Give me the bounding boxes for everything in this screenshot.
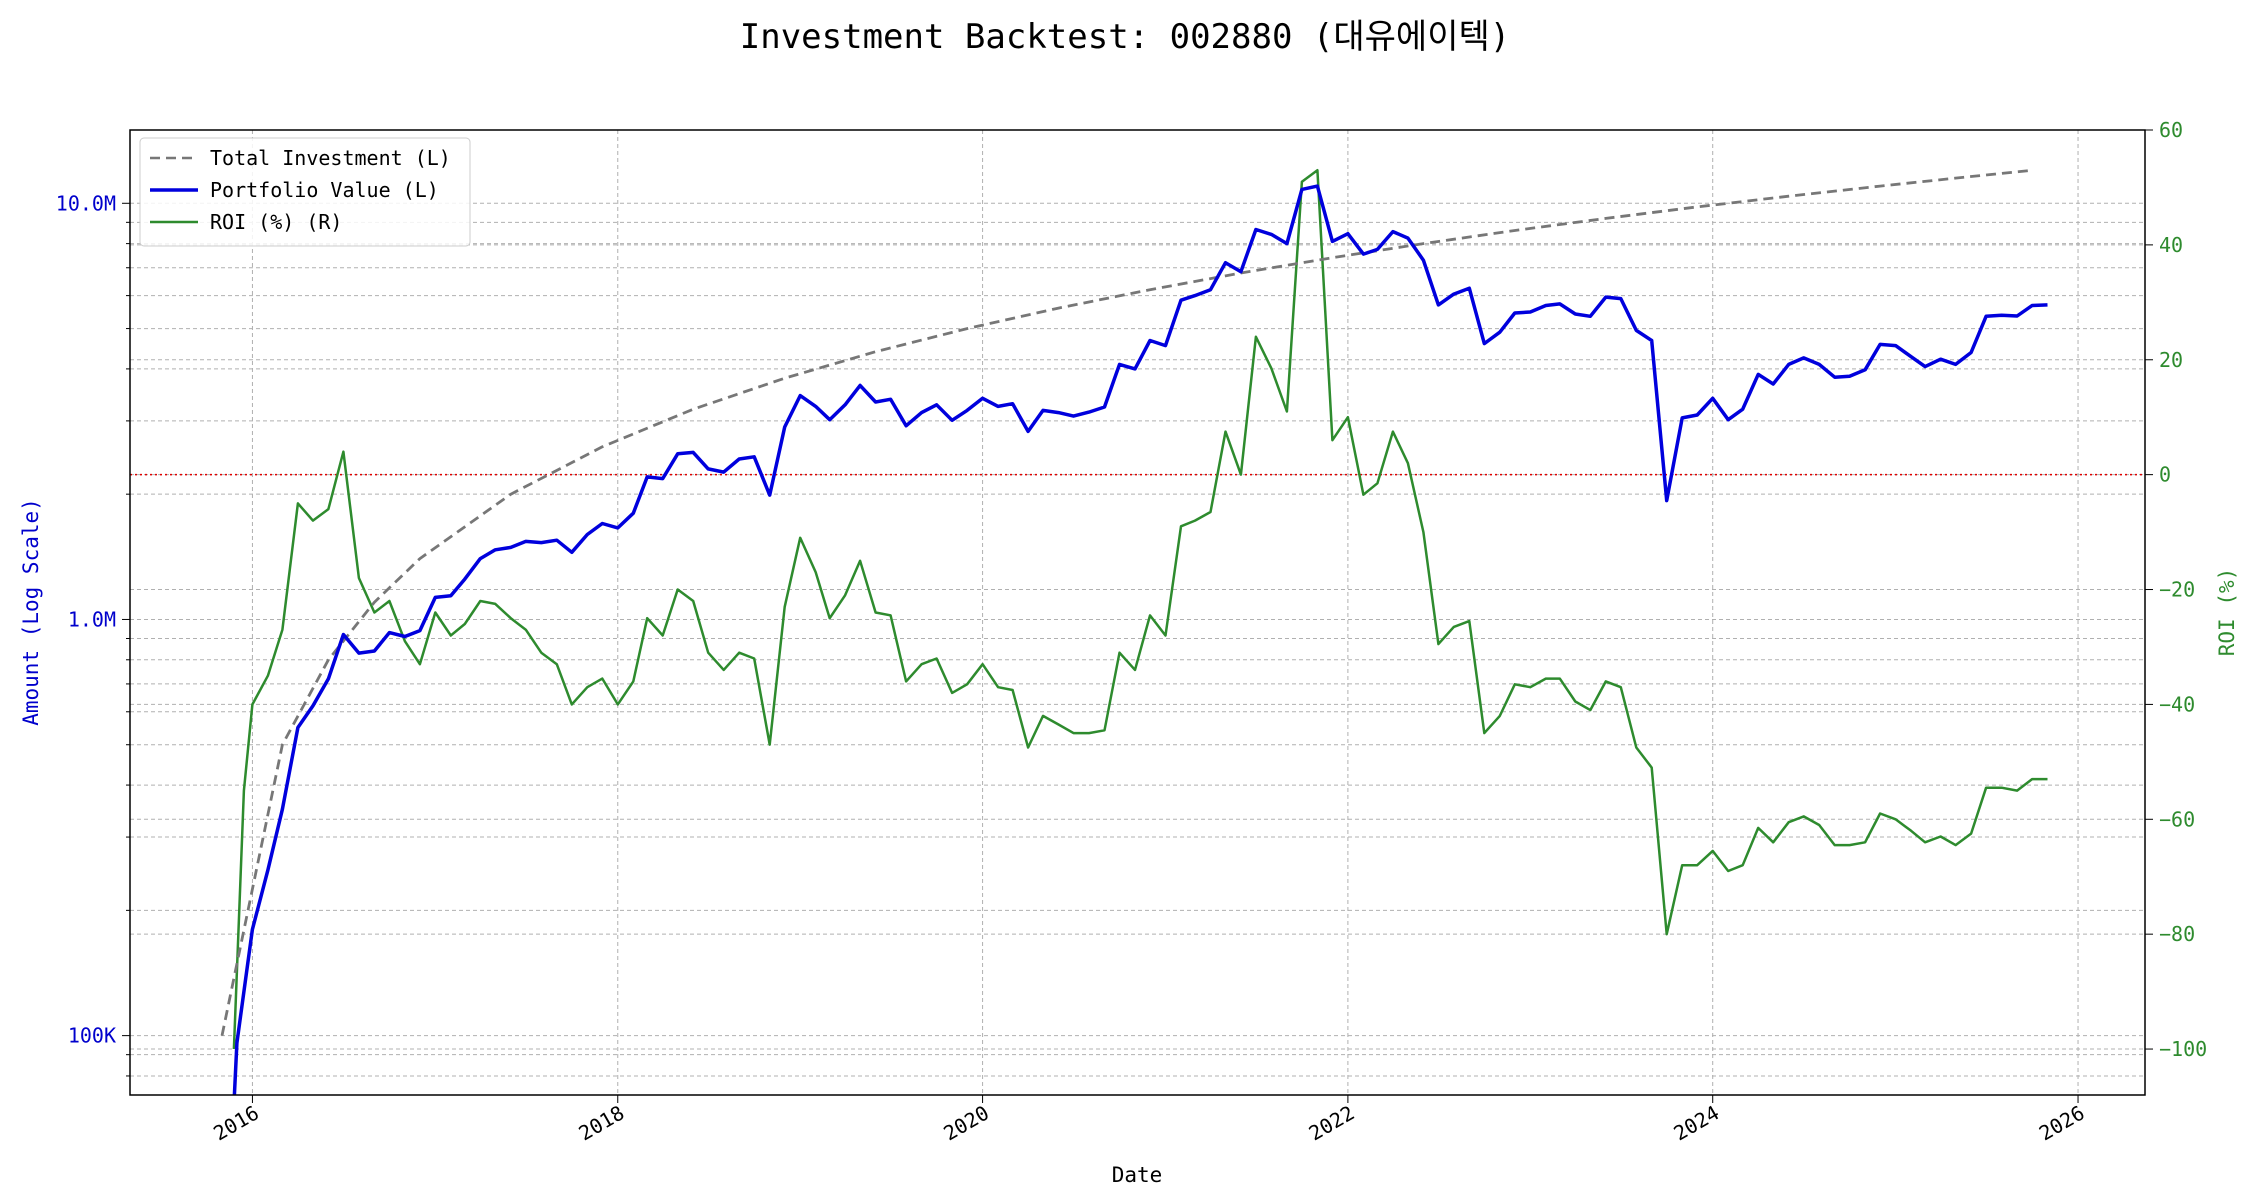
- legend-entry-label: ROI (%) (R): [210, 210, 342, 234]
- y-left-tick-label: 100K: [68, 1024, 116, 1048]
- y-right-tick-label: 0: [2159, 463, 2171, 487]
- y-right-tick-label: 20: [2159, 348, 2183, 372]
- series-line-0: [220, 168, 2033, 1036]
- y-right-tick-label: −20: [2159, 578, 2195, 602]
- y-left-tick-label: 1.0M: [68, 607, 116, 631]
- y-right-tick-label: 60: [2159, 118, 2183, 142]
- legend-entry-label: Total Investment (L): [210, 146, 451, 170]
- legend: Total Investment (L) Portfolio Value (L) R…: [139, 137, 471, 247]
- y-right-tick-label: −40: [2159, 692, 2195, 716]
- y-left-tick-label: 10.0M: [56, 191, 116, 215]
- plot-area: [130, 168, 2145, 1095]
- y-right-tick-label: −100: [2159, 1037, 2207, 1061]
- plot-frame: [129, 129, 2146, 1096]
- y-axis-right-label: ROI (%): [2215, 568, 2239, 657]
- x-axis-label: Date: [1112, 1163, 1163, 1187]
- chart-title: Investment Backtest: 002880 (대유에이텍): [740, 17, 1511, 57]
- y-right-tick-label: −60: [2159, 807, 2195, 831]
- legend-box: [139, 137, 471, 247]
- legend-entry-label: Portfolio Value (L): [210, 178, 439, 202]
- y-right-tick-label: 40: [2159, 233, 2183, 257]
- y-axis-left-label: Amount (Log Scale): [19, 498, 43, 726]
- y-right-tick-label: −80: [2159, 922, 2195, 946]
- series-line-1: [232, 184, 2048, 1095]
- series-line-2: [232, 168, 2048, 1050]
